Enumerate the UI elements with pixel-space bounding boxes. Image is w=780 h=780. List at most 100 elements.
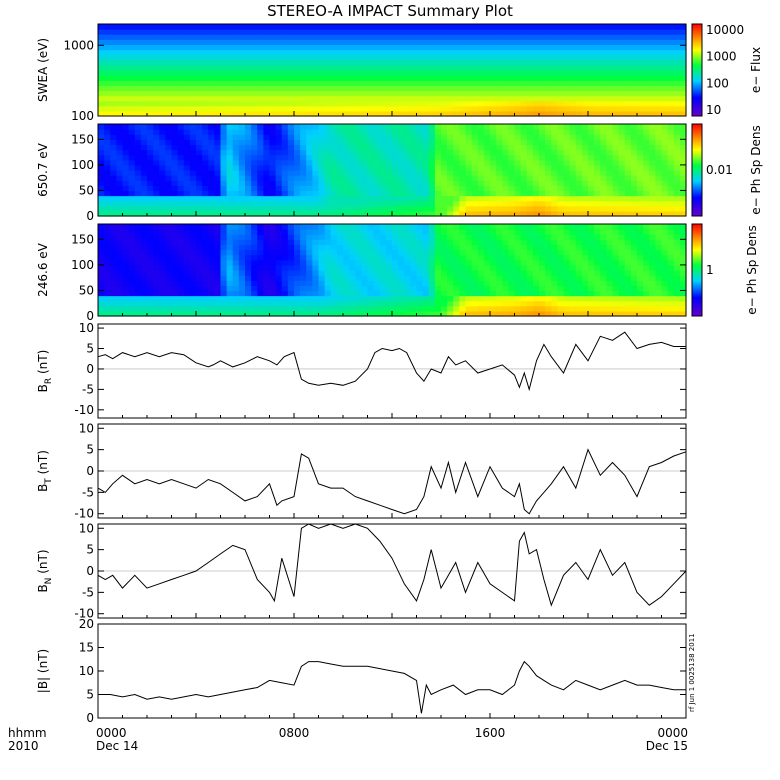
heatmap-cell [177,295,185,302]
heatmap-cell [110,139,117,146]
heatmap-cell [379,34,387,40]
heatmap-cell [447,200,454,207]
heatmap-cell [294,54,301,61]
heatmap-cell [428,190,436,197]
heatmap-cell [110,244,117,251]
heatmap-cell [208,149,215,156]
heatmap-cell [336,170,344,176]
heatmap-cell [520,249,528,256]
heatmap-cell [441,254,448,261]
heatmap-cell [140,305,148,312]
y-axis-label: 650.7 eV [36,142,50,197]
heatmap-cell [287,185,295,192]
heatmap-cell [110,290,117,297]
heatmap-cell [245,110,252,117]
heatmap-cell [134,149,142,156]
heatmap-cell [98,139,105,146]
heatmap-cell [281,164,289,171]
heatmap-cell [202,154,209,161]
heatmap-cell [563,170,571,176]
heatmap-cell [202,95,209,102]
heatmap-cell [667,59,675,66]
heatmap-cell [287,24,295,30]
heatmap-cell [183,139,191,146]
heatmap-cell [189,49,197,56]
heatmap-cell [220,124,228,130]
heatmap-cell [330,70,338,76]
heatmap-cell [416,124,424,130]
heatmap-cell [214,100,222,107]
heatmap-cell [526,190,534,197]
heatmap-cell [514,205,522,212]
heatmap-cell [177,100,185,107]
heatmap-cell [128,305,136,312]
heatmap-cell [238,264,246,271]
heatmap-cell [398,134,405,140]
heatmap-cell [649,149,656,156]
heatmap-cell [459,80,467,86]
heatmap-cell [245,154,252,161]
heatmap-cell [294,90,301,97]
heatmap-cell [294,310,301,317]
heatmap-cell [459,285,467,292]
heatmap-cell [245,180,252,186]
heatmap-cell [545,234,552,240]
heatmap-cell [287,254,295,261]
heatmap-cell [232,54,240,61]
heatmap-cell [300,144,307,151]
heatmap-cell [594,134,601,140]
heatmap-cell [349,259,356,266]
heatmap-cell [588,64,595,71]
heatmap-cell [520,300,528,307]
heatmap-cell [508,95,516,102]
heatmap-cell [287,205,295,212]
heatmap-cell [471,239,479,246]
heatmap-cell [98,275,105,281]
heatmap-cell [153,105,160,112]
heatmap-cell [428,139,436,146]
heatmap-cell [104,310,111,317]
heatmap-cell [269,195,277,202]
heatmap-cell [336,280,344,286]
heatmap-cell [569,280,577,286]
heatmap-cell [251,134,258,140]
heatmap-cell [581,64,589,71]
heatmap-cell [434,124,442,130]
heatmap-cell [600,200,607,207]
heatmap-cell [208,44,215,51]
heatmap-cell [416,154,424,161]
heatmap-cell [263,164,271,171]
heatmap-cell [361,285,369,292]
heatmap-cell [226,300,234,307]
heatmap-cell [606,85,614,92]
heatmap-cell [618,70,626,76]
heatmap-cell [643,175,650,181]
heatmap-cell [177,249,185,256]
heatmap-cell [196,254,203,261]
heatmap-cell [643,159,650,166]
heatmap-cell [128,175,136,181]
heatmap-cell [637,200,644,207]
heatmap-cell [257,295,264,302]
heatmap-cell [324,285,332,292]
heatmap-cell [404,234,411,240]
heatmap-cell [232,249,240,256]
heatmap-cell [324,149,332,156]
heatmap-cell [575,285,583,292]
heatmap-cell [355,75,362,81]
heatmap-cell [171,310,179,317]
heatmap-cell [257,164,264,171]
heatmap-cell [318,300,326,307]
heatmap-cell [398,100,405,107]
heatmap-cell [520,180,528,186]
heatmap-cell [165,129,173,135]
heatmap-cell [367,80,375,86]
heatmap-cell [471,200,479,207]
heatmap-cell [410,205,418,212]
heatmap-cell [220,144,228,151]
heatmap-cell [300,70,307,76]
heatmap-cell [318,190,326,197]
heatmap-cell [520,170,528,176]
heatmap-cell [343,244,350,251]
heatmap-cell [98,34,105,40]
